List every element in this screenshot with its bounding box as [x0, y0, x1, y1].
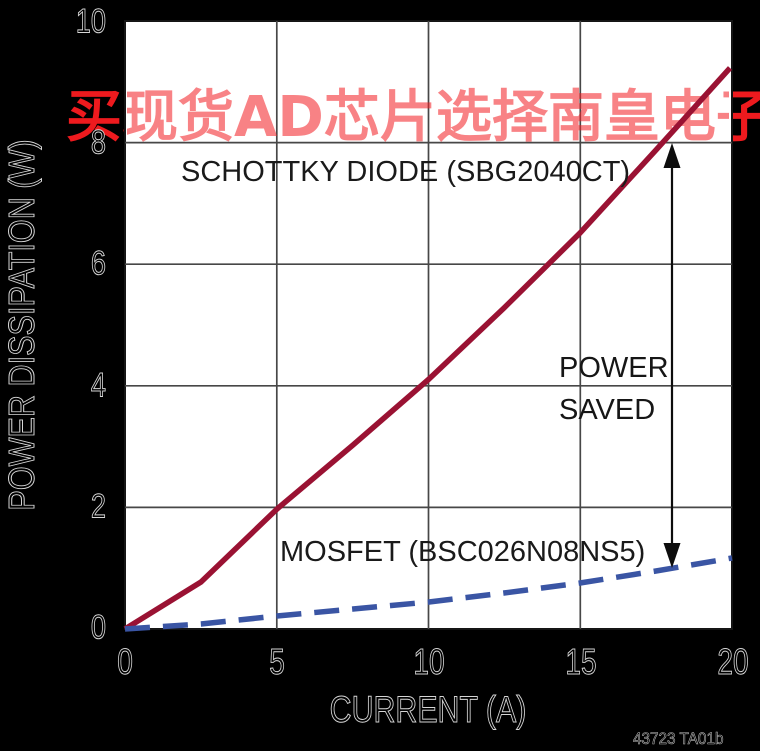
xtick-5: 5 [269, 641, 285, 683]
power-saved-line1: POWER [559, 352, 669, 384]
ytick-10: 10 [75, 2, 106, 41]
xtick-0: 0 [117, 641, 133, 683]
ytick-0: 0 [90, 608, 106, 647]
watermark-text-overlay: 买现货AD芯片选择南皇电子- [127, 85, 729, 150]
mosfet-series-label: MOSFET (BSC026N08NS5) [280, 536, 646, 568]
x-axis-title: CURRENT (A) [329, 689, 527, 731]
xtick-15: 15 [565, 641, 597, 683]
ytick-8: 8 [90, 123, 106, 162]
y-axis-title: POWER DISSIPATION (W) [1, 139, 43, 511]
xtick-10: 10 [413, 641, 445, 683]
xtick-20: 20 [717, 641, 749, 683]
power-saved-line2: SAVED [559, 394, 656, 426]
ytick-6: 6 [90, 244, 106, 283]
figure-revision-code: 43723 TA01b [633, 729, 724, 749]
ytick-4: 4 [90, 366, 106, 405]
schottky-series-label: SCHOTTKY DIODE (SBG2040CT) [181, 156, 631, 188]
ytick-2: 2 [90, 487, 106, 526]
power-saved-annotation: POWER SAVED [559, 347, 669, 431]
